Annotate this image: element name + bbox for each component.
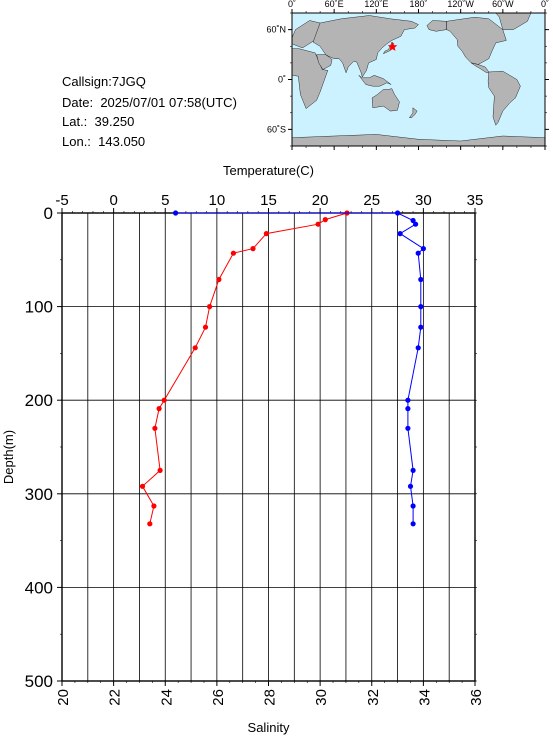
- y-axis-tick-label: 400: [25, 578, 53, 597]
- map-lon-label: 120˚E: [364, 0, 388, 9]
- salinity-point: [415, 250, 421, 256]
- salinity-point: [410, 503, 416, 509]
- salinity-point: [397, 231, 403, 237]
- temperature-c-point: [152, 425, 158, 431]
- salinity-point: [407, 483, 414, 489]
- salinity-point: [420, 246, 426, 252]
- lon-label: Lon.:: [62, 134, 91, 149]
- lat-label: Lat.:: [62, 114, 88, 129]
- top-axis-title: Temperature(C): [223, 163, 314, 178]
- bottom-axis-tick-label: 24: [158, 689, 175, 706]
- salinity-point: [405, 425, 411, 431]
- map-lat-label: 0˚: [278, 75, 286, 85]
- temperature-c-point: [315, 221, 321, 227]
- map-lon-label: 0˚: [541, 0, 549, 9]
- lon-value: 143.050: [98, 134, 146, 149]
- bottom-axis-title: Salinity: [248, 720, 290, 735]
- map-lon-label: 180˚: [409, 0, 427, 9]
- map-lat-label: 60˚S: [267, 124, 286, 134]
- bottom-axis-tick-label: 32: [365, 689, 382, 706]
- bottom-axis-tick-label: 28: [262, 689, 279, 706]
- map-lon-label: 60˚E: [325, 0, 344, 9]
- temperature-c-point: [216, 276, 222, 283]
- map-land-south-america: [487, 70, 521, 126]
- salinity-point: [405, 406, 411, 412]
- y-axis-title: Depth(m): [1, 430, 16, 484]
- salinity-point: [418, 276, 424, 283]
- map-land-indonesia: [358, 75, 392, 87]
- top-axis-tick-label: 10: [209, 192, 226, 209]
- top-axis-tick-label: 25: [363, 192, 380, 209]
- lat-value: 39.250: [94, 114, 135, 129]
- map-lon-label: 120˚W: [447, 0, 474, 9]
- top-axis-tick-label: 30: [415, 192, 432, 209]
- temperature-c-point: [161, 397, 167, 403]
- temperature-c-point: [202, 324, 209, 330]
- y-axis-tick-label: 100: [25, 298, 53, 317]
- map-land-australia: [371, 88, 400, 112]
- temperature-c-point: [192, 345, 198, 351]
- temperature-c-point: [147, 521, 153, 527]
- salinity-point: [405, 397, 411, 403]
- y-axis-tick-label: 0: [44, 204, 53, 223]
- y-axis-tick-label: 500: [25, 672, 53, 691]
- salinity-point: [173, 210, 179, 216]
- map-land-central-america: [471, 62, 490, 74]
- callsign-label: Callsign:: [62, 74, 112, 89]
- bottom-axis-tick-label: 20: [55, 689, 72, 706]
- salinity-point: [395, 210, 401, 216]
- temperature-c-point: [139, 483, 146, 489]
- salinity-point: [413, 221, 419, 227]
- y-axis-tick-label: 200: [25, 391, 53, 410]
- top-axis-tick-label: 0: [109, 192, 117, 209]
- top-axis-tick-label: 15: [260, 192, 277, 209]
- bottom-axis-tick-label: 36: [468, 689, 485, 706]
- temperature-c-point: [151, 503, 157, 509]
- map-land-asia: [312, 15, 419, 78]
- callsign-value: 7JGQ: [111, 74, 146, 89]
- temperature-c-point: [207, 304, 213, 310]
- map-lon-label: 60˚W: [492, 0, 514, 9]
- salinity-point: [410, 467, 416, 473]
- top-axis-tick-label: 5: [161, 192, 169, 209]
- temperature-c-point: [156, 406, 162, 412]
- salinity-point: [415, 345, 421, 351]
- salinity-point: [410, 217, 416, 224]
- temperature-c-line: [141, 212, 348, 524]
- salinity-point: [410, 521, 416, 527]
- top-axis-tick-label: 20: [312, 192, 329, 209]
- bottom-axis-tick-label: 22: [107, 689, 124, 706]
- bottom-axis-tick-label: 26: [210, 689, 227, 706]
- map-lat-label: 60˚N: [266, 25, 286, 35]
- date-line: Date: 2025/07/01 07:58(UTC): [62, 95, 237, 110]
- world-map: 0˚ 60˚E 120˚E 180˚ 120˚W 60˚W 0˚ 60˚N 0˚ 60˚S: [266, 0, 549, 150]
- temperature-c-point: [230, 250, 236, 256]
- date-value: 2025/07/01 07:58(UTC): [100, 95, 237, 110]
- top-axis-tick-label: 35: [467, 192, 484, 209]
- temperature-c-point: [263, 231, 269, 237]
- temperature-c-point: [250, 246, 256, 252]
- top-axis-tick-label: -5: [55, 192, 68, 209]
- bottom-axis-tick-label: 30: [313, 689, 330, 706]
- date-label: Date:: [62, 95, 94, 110]
- temperature-c-point: [157, 467, 163, 473]
- station-marker-icon: [387, 41, 398, 51]
- temperature-c-point: [322, 217, 328, 223]
- lon-line: Lon.: 143.050: [62, 134, 145, 149]
- lat-line: Lat.: 39.250: [62, 114, 134, 129]
- callsign-line: Callsign:7JGQ: [62, 74, 146, 89]
- map-lon-label: 0˚: [288, 0, 296, 9]
- salinity-point: [418, 304, 424, 310]
- map-land-new-zealand: [409, 107, 418, 118]
- bottom-axis-tick-label: 34: [416, 689, 433, 706]
- y-axis-tick-label: 300: [25, 485, 53, 504]
- salinity-point: [418, 324, 424, 330]
- salinity-line: [175, 212, 425, 524]
